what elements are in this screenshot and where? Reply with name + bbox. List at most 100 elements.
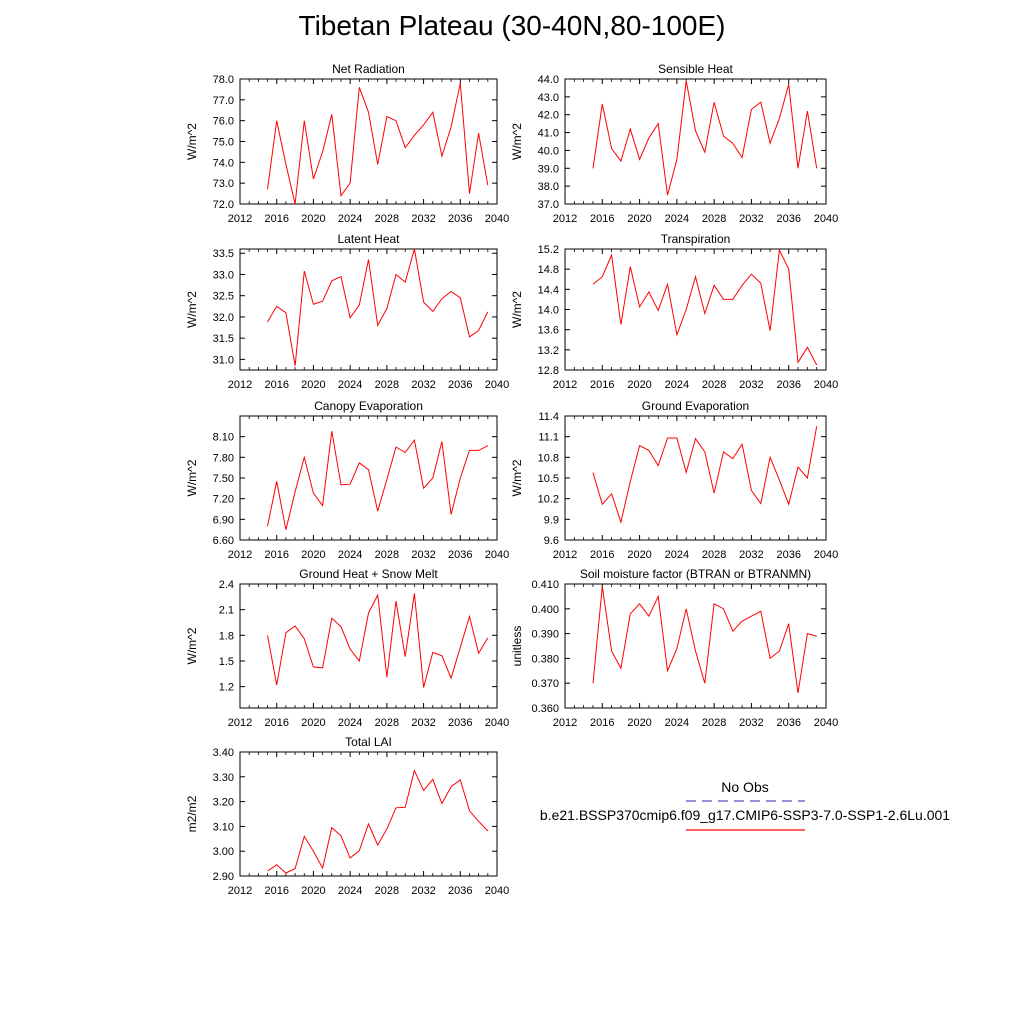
panel-7: Soil moisture factor (BTRAN or BTRANMN) u… (510, 567, 838, 729)
series-line (267, 248, 489, 366)
x-tick-label: 2036 (448, 213, 472, 225)
x-tick-label: 2032 (739, 549, 763, 561)
y-tick-label: 6.60 (213, 535, 234, 547)
series-line (592, 586, 817, 694)
chart-panels: Net Radiation W/m^2 2012 2016 2020 2024 2028 20… (185, 62, 838, 897)
y-tick-label: 32.5 (213, 291, 234, 303)
panel-title: Ground Evaporation (642, 399, 749, 413)
x-tick-label: 2024 (665, 717, 689, 729)
y-tick-label: 10.8 (538, 452, 559, 464)
plot-frame (239, 583, 498, 709)
panel-5: Ground Evaporation W/m^2 2012 2016 2020 2024 2… (510, 399, 838, 561)
plot-frame (239, 751, 498, 877)
x-tick-label: 2040 (485, 717, 509, 729)
y-axis-label: W/m^2 (185, 291, 199, 328)
y-tick-label: 32.0 (213, 312, 234, 324)
y-tick-label: 10.5 (538, 473, 559, 485)
y-tick-label: 74.0 (213, 157, 234, 169)
panel-title: Latent Heat (337, 232, 400, 246)
y-tick-label: 41.0 (538, 128, 559, 140)
legend: No Obs b.e21.BSSP370cmip6.f09_g17.CMIP6-… (540, 779, 950, 831)
x-tick-label: 2016 (590, 549, 614, 561)
y-tick-label: 6.90 (213, 514, 234, 526)
y-tick-label: 73.0 (213, 178, 234, 190)
x-tick-label: 2040 (814, 717, 838, 729)
panel-0: Net Radiation W/m^2 2012 2016 2020 2024 2028 20… (185, 62, 509, 225)
panel-title: Net Radiation (332, 62, 405, 76)
y-tick-label: 11.4 (538, 411, 559, 423)
y-axis-label: W/m^2 (185, 627, 199, 664)
y-tick-label: 44.0 (538, 74, 559, 86)
x-tick-label: 2028 (375, 549, 399, 561)
x-tick-label: 2024 (338, 379, 362, 391)
y-tick-label: 31.0 (213, 354, 234, 366)
x-tick-label: 2020 (627, 213, 651, 225)
y-tick-label: 0.370 (531, 678, 559, 690)
y-tick-label: 33.0 (213, 269, 234, 281)
x-tick-label: 2032 (739, 379, 763, 391)
x-tick-label: 2020 (301, 213, 325, 225)
y-tick-label: 38.0 (538, 181, 559, 193)
y-axis-label: W/m^2 (185, 123, 199, 160)
series-line (592, 426, 818, 524)
panel-6: Ground Heat + Snow Melt W/m^2 2012 2016 2020… (185, 567, 509, 729)
y-tick-label: 78.0 (213, 74, 234, 86)
x-tick-label: 2028 (375, 885, 399, 897)
x-tick-label: 2012 (228, 717, 252, 729)
panel-1: Sensible Heat W/m^2 2012 2016 2020 2024 2028 20… (510, 62, 838, 225)
y-tick-label: 33.5 (213, 248, 234, 260)
y-tick-label: 2.4 (219, 579, 234, 591)
x-tick-label: 2040 (485, 213, 509, 225)
y-tick-label: 10.2 (538, 494, 559, 506)
x-tick-label: 2012 (553, 549, 577, 561)
y-tick-label: 3.40 (213, 747, 234, 759)
x-tick-label: 2032 (411, 379, 435, 391)
y-axis-label: W/m^2 (510, 123, 524, 160)
x-tick-label: 2016 (264, 885, 288, 897)
x-tick-label: 2028 (375, 379, 399, 391)
x-tick-label: 2016 (264, 213, 288, 225)
x-tick-label: 2036 (776, 717, 800, 729)
x-tick-label: 2012 (553, 379, 577, 391)
panel-title: Ground Heat + Snow Melt (299, 567, 438, 581)
x-tick-label: 2020 (627, 717, 651, 729)
x-tick-label: 2040 (485, 885, 509, 897)
y-tick-label: 1.8 (219, 630, 234, 642)
x-tick-label: 2024 (338, 213, 362, 225)
y-tick-label: 3.00 (213, 846, 234, 858)
legend-case-label: b.e21.BSSP370cmip6.f09_g17.CMIP6-SSP3-7.… (540, 807, 950, 823)
legend-obs-label: No Obs (721, 779, 768, 795)
plot-frame (239, 415, 498, 541)
y-tick-label: 0.380 (531, 653, 559, 665)
y-axis-label: W/m^2 (510, 459, 524, 496)
y-tick-label: 12.8 (538, 365, 559, 377)
y-tick-label: 11.1 (538, 432, 559, 444)
x-tick-label: 2020 (301, 549, 325, 561)
plot-frame (564, 248, 827, 371)
x-tick-label: 2040 (814, 213, 838, 225)
x-tick-label: 2020 (301, 379, 325, 391)
x-tick-label: 2032 (411, 213, 435, 225)
y-tick-label: 3.10 (213, 821, 234, 833)
x-tick-label: 2040 (485, 379, 509, 391)
y-tick-label: 9.9 (544, 514, 559, 526)
y-tick-label: 7.50 (213, 473, 234, 485)
x-tick-label: 2028 (702, 213, 726, 225)
plot-frame (239, 248, 498, 371)
y-axis-label: W/m^2 (185, 459, 199, 496)
y-tick-label: 1.2 (219, 682, 234, 694)
y-tick-label: 14.8 (538, 264, 559, 276)
y-tick-label: 75.0 (213, 137, 234, 149)
panel-8: Total LAI m2/m2 2012 2016 2020 2024 2028 2032 20… (185, 735, 509, 897)
x-tick-label: 2032 (739, 213, 763, 225)
y-tick-label: 13.2 (538, 345, 559, 357)
x-tick-label: 2016 (590, 213, 614, 225)
series-line (267, 431, 489, 530)
plot-frame (239, 78, 498, 205)
y-tick-label: 0.410 (531, 579, 559, 591)
x-tick-label: 2028 (702, 379, 726, 391)
page-title: Tibetan Plateau (30-40N,80-100E) (298, 10, 726, 41)
x-tick-label: 2040 (814, 549, 838, 561)
x-tick-label: 2020 (627, 379, 651, 391)
